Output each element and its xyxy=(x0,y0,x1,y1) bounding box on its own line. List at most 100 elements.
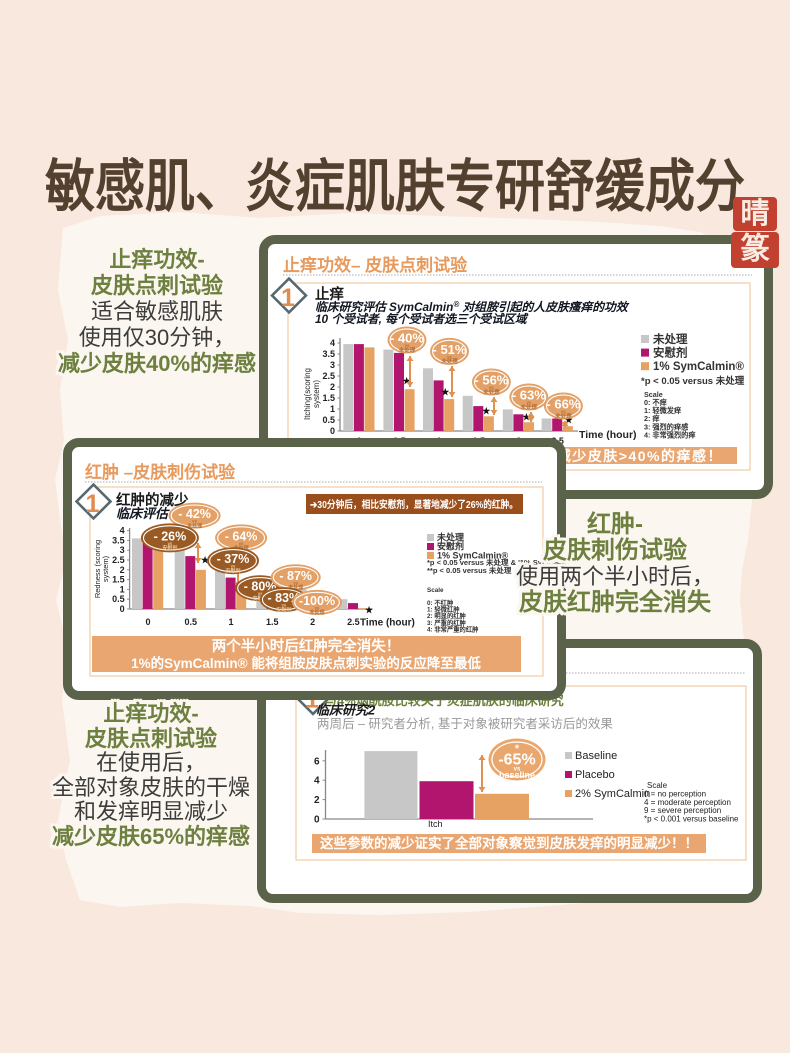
svg-text:0: 0 xyxy=(314,815,320,826)
svg-text:➔30分钟后，相比安慰剂，显著地减少了26%的红肿。: ➔30分钟后，相比安慰剂，显著地减少了26%的红肿。 xyxy=(310,498,518,511)
svg-text:2.5: 2.5 xyxy=(347,617,360,627)
svg-text:vs: vs xyxy=(168,541,173,546)
svg-text:vs: vs xyxy=(293,580,298,585)
svg-text:临床研究评估 SymCalmin® 对组胺引起的人皮肤瘙痒的: 临床研究评估 SymCalmin® 对组胺引起的人皮肤瘙痒的功效 xyxy=(315,300,630,315)
svg-text:2: 2 xyxy=(314,795,320,806)
svg-text:vs: vs xyxy=(447,354,452,359)
svg-text:2: 2 xyxy=(310,617,315,627)
svg-text:Time (hour): Time (hour) xyxy=(360,618,415,629)
svg-text:1.5: 1.5 xyxy=(322,393,335,403)
svg-text:3.5: 3.5 xyxy=(322,349,335,359)
svg-text:vs: vs xyxy=(231,564,236,569)
svg-text:- 26%: - 26% xyxy=(154,529,187,543)
svg-text:未处理: 未处理 xyxy=(482,388,500,396)
svg-text:baseline: baseline xyxy=(499,770,535,780)
svg-text:临床研究2: 临床研究2 xyxy=(316,703,376,718)
svg-text:vs: vs xyxy=(192,519,197,524)
svg-text:2: 2 xyxy=(330,382,335,392)
svg-text:**p < 0.05 versus 未处理: **p < 0.05 versus 未处理 xyxy=(427,565,512,575)
svg-text:vs: vs xyxy=(405,343,410,348)
svg-text:1: 1 xyxy=(120,584,125,594)
svg-text:system): system) xyxy=(312,380,321,408)
svg-text:vs: vs xyxy=(526,400,531,405)
svg-text:0: 0 xyxy=(145,617,150,627)
svg-text:2.5: 2.5 xyxy=(322,371,335,381)
svg-text:2: 明显的红肿: 2: 明显的红肿 xyxy=(427,611,466,620)
svg-text:止痒功效– 皮肤点刺试验: 止痒功效– 皮肤点刺试验 xyxy=(283,255,468,275)
svg-text:2: 2 xyxy=(120,565,125,575)
svg-text:安慰剂: 安慰剂 xyxy=(276,606,291,613)
svg-text:4: 4 xyxy=(120,526,125,536)
svg-text:未处理: 未处理 xyxy=(186,522,202,529)
svg-text:-65%: -65% xyxy=(498,752,535,769)
svg-text:vs: vs xyxy=(561,409,566,414)
svg-text:system): system) xyxy=(101,555,110,582)
svg-text:安慰剂: 安慰剂 xyxy=(653,346,688,360)
svg-text:★: ★ xyxy=(201,555,210,565)
svg-text:vs: vs xyxy=(514,767,521,773)
svg-text:- 42%: - 42% xyxy=(178,507,211,521)
svg-text:红肿 –皮肤刺伤试验: 红肿 –皮肤刺伤试验 xyxy=(85,462,236,482)
svg-text:2: 痒: 2: 痒 xyxy=(644,414,660,423)
svg-text:0: 0 xyxy=(120,604,125,614)
svg-text:1: 1 xyxy=(281,284,295,312)
svg-text:Redness (scoring: Redness (scoring xyxy=(93,540,102,598)
svg-text:未处理: 未处理 xyxy=(440,357,458,365)
svg-text:★: ★ xyxy=(365,605,374,615)
svg-text:1% SymCalmin®: 1% SymCalmin® xyxy=(653,361,744,373)
svg-text:- 56%: - 56% xyxy=(474,373,508,388)
svg-text:1%的SymCalmin® 能将组胺皮肤点刺实验的反应降至最: 1%的SymCalmin® 能将组胺皮肤点刺实验的反应降至最低 xyxy=(131,655,481,671)
svg-text:3: 严重的红肿: 3: 严重的红肿 xyxy=(427,618,466,627)
svg-text:止痒: 止痒 xyxy=(315,285,344,303)
svg-text:vs: vs xyxy=(281,603,286,608)
svg-text:1: 轻微发痒: 1: 轻微发痒 xyxy=(644,406,681,415)
svg-text:-100%: -100% xyxy=(299,594,335,608)
svg-text:- 37%: - 37% xyxy=(217,552,250,566)
svg-text:- 51%: - 51% xyxy=(433,342,467,357)
svg-text:*p < 0.001 versus baseline: *p < 0.001 versus baseline xyxy=(644,815,739,824)
svg-text:0.5: 0.5 xyxy=(112,594,125,604)
svg-text:- 66%: - 66% xyxy=(546,397,580,412)
svg-text:3.5: 3.5 xyxy=(112,535,125,545)
svg-text:未处理: 未处理 xyxy=(398,346,416,354)
svg-text:安慰剂: 安慰剂 xyxy=(437,541,464,552)
svg-text:4: 4 xyxy=(314,776,320,787)
svg-text:- 63%: - 63% xyxy=(512,388,546,403)
svg-text:红肿的减少: 红肿的减少 xyxy=(116,491,189,509)
svg-text:- 40%: - 40% xyxy=(390,331,424,346)
svg-text:2.5: 2.5 xyxy=(112,555,125,565)
svg-text:0.5: 0.5 xyxy=(184,617,197,627)
svg-text:1.5: 1.5 xyxy=(266,617,279,627)
svg-text:- 83%: - 83% xyxy=(267,591,300,605)
svg-text:未处理: 未处理 xyxy=(520,403,538,411)
svg-text:4: 非常严重的红肿: 4: 非常严重的红肿 xyxy=(427,624,478,633)
svg-text:两周后 – 研究者分析, 基于对象被研究者采访后的效果: 两周后 – 研究者分析, 基于对象被研究者采访后的效果 xyxy=(317,716,613,731)
svg-text:临床评估: 临床评估 xyxy=(116,506,170,521)
svg-text:vs: vs xyxy=(315,605,320,610)
svg-text:- 87%: - 87% xyxy=(279,569,312,583)
svg-text:未处理: 未处理 xyxy=(652,332,688,346)
svg-text:★: ★ xyxy=(522,412,531,422)
svg-text:vs: vs xyxy=(239,541,244,546)
svg-text:1% SymCalmin®: 1% SymCalmin® xyxy=(437,551,509,561)
svg-text:3: 3 xyxy=(120,545,125,555)
svg-text:未处理: 未处理 xyxy=(436,532,464,543)
svg-text:Scale: Scale xyxy=(427,587,444,594)
svg-text:★: ★ xyxy=(482,406,491,416)
svg-text:6: 6 xyxy=(314,756,320,767)
svg-text:安慰剂: 安慰剂 xyxy=(225,568,240,575)
svg-text:★: ★ xyxy=(441,387,450,397)
svg-text:3: 3 xyxy=(330,360,335,370)
svg-text:Itch: Itch xyxy=(428,819,443,829)
svg-text:两个半小时后红肿完全消失！: 两个半小时后红肿完全消失！ xyxy=(212,637,401,655)
svg-text:vs: vs xyxy=(489,385,494,390)
svg-text:3: 强烈的痒感: 3: 强烈的痒感 xyxy=(644,422,689,431)
svg-text:1.5: 1.5 xyxy=(112,575,125,585)
svg-text:★: ★ xyxy=(565,415,574,425)
svg-text:Time (hour): Time (hour) xyxy=(579,429,637,441)
svg-text:1: 1 xyxy=(228,617,233,627)
svg-text:vs: vs xyxy=(258,591,263,596)
svg-text:0: 不痒: 0: 不痒 xyxy=(644,398,667,407)
svg-text:Scale: Scale xyxy=(644,390,663,399)
svg-text:0: 0 xyxy=(330,426,335,436)
